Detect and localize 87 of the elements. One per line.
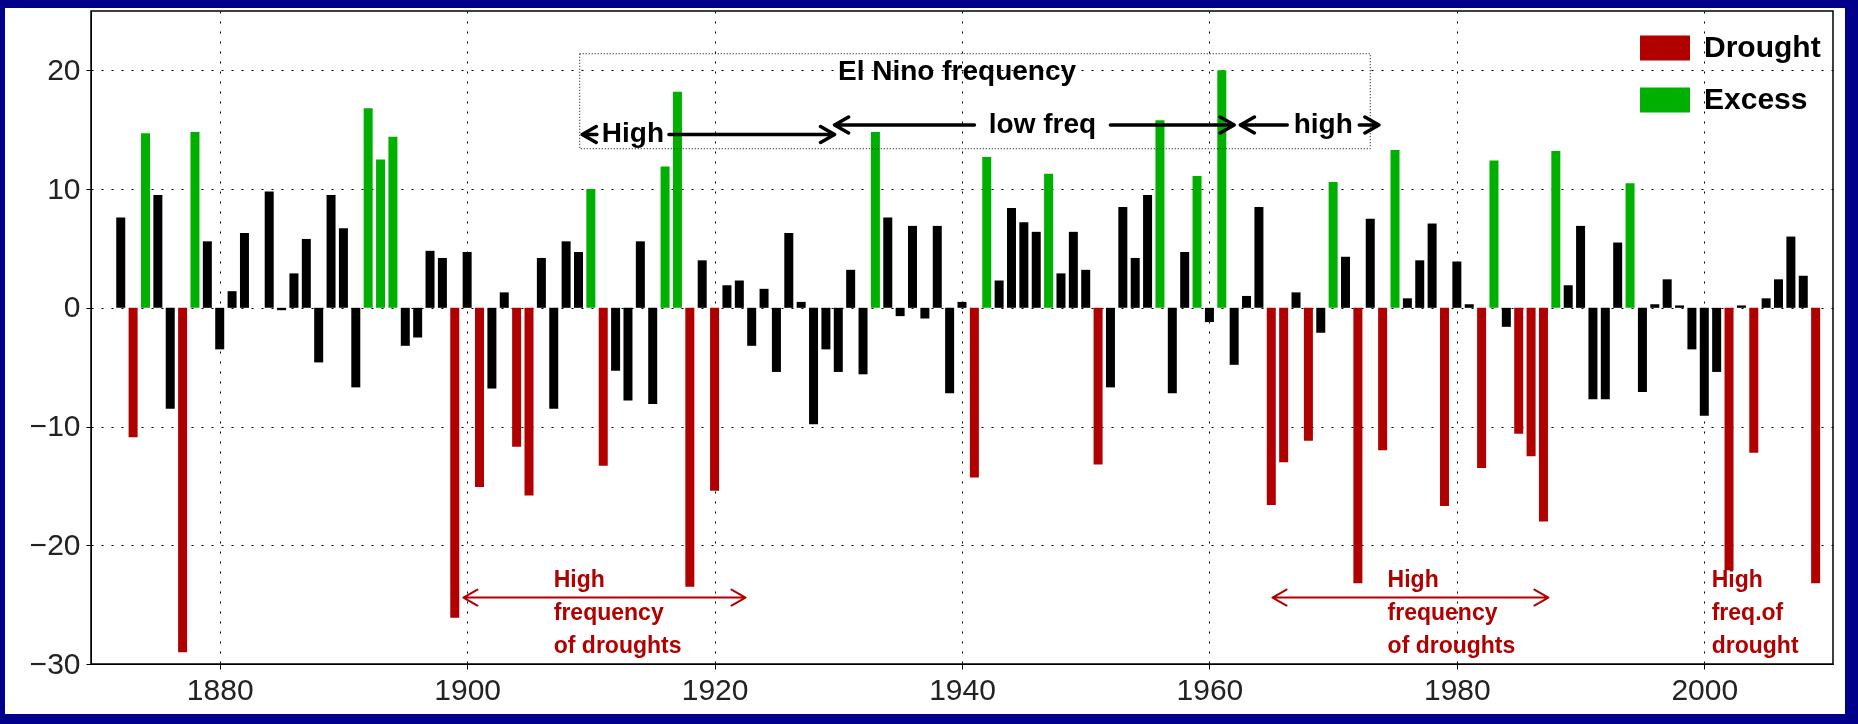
bar	[1192, 176, 1202, 308]
bar	[1303, 307, 1313, 441]
annotation: El Nino frequency	[838, 54, 1077, 86]
bar	[128, 307, 138, 438]
bar	[920, 307, 930, 319]
bar	[1093, 307, 1103, 465]
bar	[1637, 307, 1647, 393]
bar	[660, 166, 670, 308]
bar	[351, 307, 361, 388]
bar	[475, 307, 485, 488]
x-tick-label: 1880	[186, 672, 254, 706]
y-tick-label: −30	[29, 646, 81, 680]
bar	[821, 307, 831, 350]
bar	[512, 307, 522, 447]
bar	[140, 133, 150, 308]
bar	[648, 307, 658, 404]
bar	[685, 307, 695, 587]
annotation: High freq.of drought	[1711, 566, 1799, 659]
bar	[190, 132, 200, 308]
bar	[969, 307, 979, 478]
bar	[388, 136, 398, 308]
bar	[1489, 160, 1499, 308]
bar	[598, 307, 608, 466]
bar	[1514, 307, 1524, 434]
bar	[165, 307, 175, 409]
y-tick-label: 20	[47, 52, 81, 86]
bar	[1378, 307, 1388, 451]
bar	[1439, 307, 1449, 507]
bar	[363, 108, 373, 308]
bar	[982, 157, 992, 308]
bar	[1266, 307, 1276, 505]
annotation: High	[601, 117, 665, 149]
bar	[178, 307, 188, 653]
bar	[1105, 307, 1115, 388]
bar	[1588, 307, 1598, 400]
bar	[1724, 307, 1734, 571]
y-tick-label: −20	[29, 527, 81, 561]
bar	[487, 307, 497, 389]
bar	[1538, 307, 1548, 522]
bar	[1390, 149, 1400, 308]
bar	[1477, 307, 1487, 469]
bar	[450, 307, 460, 618]
x-tick-label: 1900	[434, 672, 502, 706]
bar	[400, 307, 410, 346]
bar	[1749, 307, 1759, 453]
y-tick-label: 10	[47, 171, 81, 205]
annotation: High frequency of droughts	[553, 566, 682, 659]
bar	[1526, 307, 1536, 457]
bar	[1328, 181, 1338, 308]
y-tick-label: −10	[29, 409, 81, 443]
bar	[1600, 307, 1610, 400]
bar	[524, 307, 534, 496]
bar	[1625, 183, 1635, 308]
x-tick-label: 2000	[1671, 672, 1739, 706]
legend-label: Excess	[1704, 82, 1808, 115]
bar	[1811, 307, 1821, 584]
bar	[710, 307, 720, 491]
bar	[1551, 151, 1561, 308]
bar	[1687, 307, 1697, 350]
bar	[672, 91, 682, 308]
x-tick-label: 1980	[1423, 672, 1491, 706]
bar	[1699, 307, 1709, 416]
bar	[1229, 307, 1239, 365]
annotation: High frequency of droughts	[1387, 566, 1516, 659]
bar	[586, 189, 596, 308]
x-tick-label: 1920	[681, 672, 749, 706]
annotation: high	[1293, 107, 1353, 139]
annotation: low freq	[988, 107, 1097, 139]
bar	[611, 307, 621, 371]
bar	[1279, 307, 1289, 463]
bar	[376, 159, 386, 308]
bar	[1044, 173, 1054, 308]
x-tick-label: 1960	[1176, 672, 1244, 706]
bar	[858, 307, 868, 375]
legend-label: Drought	[1704, 30, 1821, 63]
bar	[549, 307, 559, 409]
bar	[1353, 307, 1363, 584]
bar	[870, 132, 880, 308]
bar	[809, 307, 819, 425]
bar	[747, 307, 757, 346]
bar	[1167, 307, 1177, 394]
y-tick-label: 0	[63, 290, 81, 324]
bar	[1155, 120, 1165, 308]
x-tick-label: 1940	[929, 672, 996, 706]
bar	[1316, 307, 1326, 333]
bar	[1217, 70, 1227, 308]
bar	[895, 307, 905, 317]
